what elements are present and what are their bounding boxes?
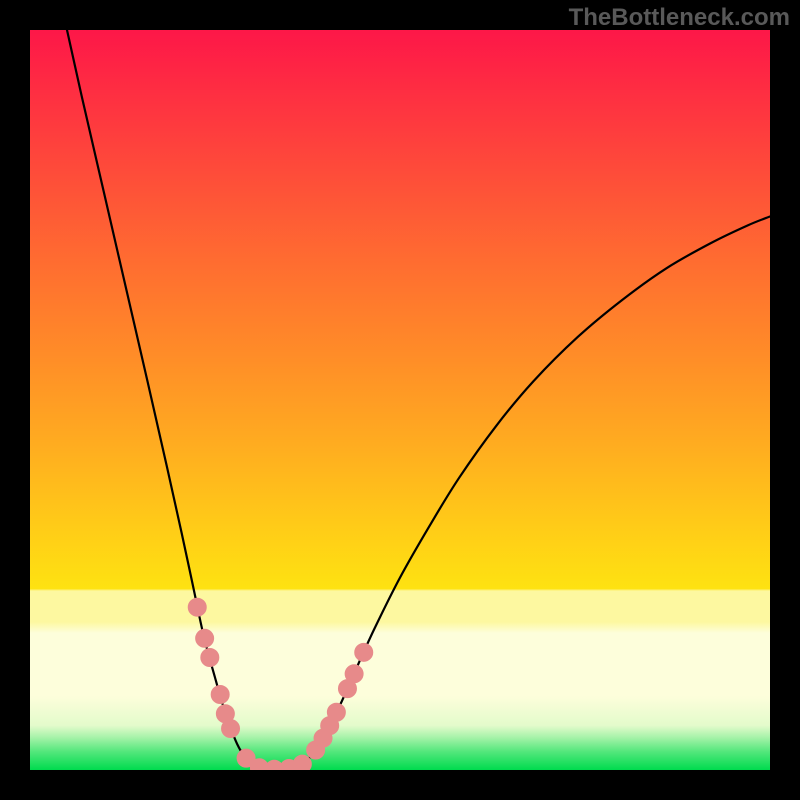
data-marker [196,629,214,647]
data-marker [211,686,229,704]
data-marker [201,649,219,667]
watermark-text: TheBottleneck.com [569,4,790,32]
plot-area [30,30,770,770]
data-marker [355,643,373,661]
data-marker [293,755,311,770]
data-marker [222,720,240,738]
chart-container: TheBottleneck.com [0,0,800,800]
gradient-background [30,30,770,770]
data-marker [345,665,363,683]
chart-svg [30,30,770,770]
data-marker [327,703,345,721]
data-marker [188,598,206,616]
